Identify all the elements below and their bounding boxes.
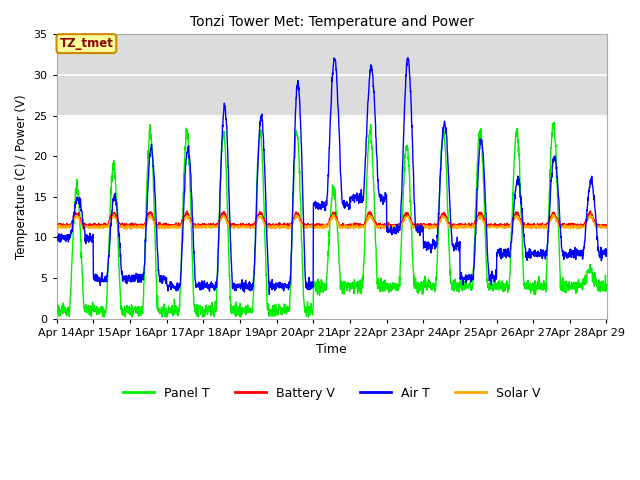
- Y-axis label: Temperature (C) / Power (V): Temperature (C) / Power (V): [15, 94, 28, 259]
- Legend: Panel T, Battery V, Air T, Solar V: Panel T, Battery V, Air T, Solar V: [118, 382, 545, 405]
- X-axis label: Time: Time: [316, 343, 347, 356]
- Title: Tonzi Tower Met: Temperature and Power: Tonzi Tower Met: Temperature and Power: [189, 15, 474, 29]
- Bar: [57, 35, 607, 116]
- Text: TZ_tmet: TZ_tmet: [60, 37, 113, 50]
